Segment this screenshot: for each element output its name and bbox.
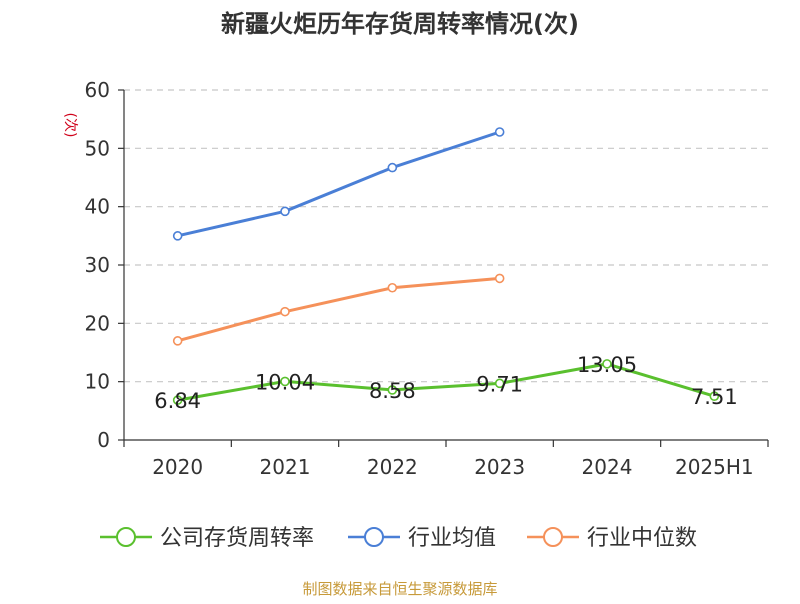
legend-item: 行业均值 xyxy=(348,526,496,551)
axes: 0 10 20 30 40 50 60 2020 2021 2022 2023 2024 2025H1 xyxy=(85,78,769,479)
legend-marker xyxy=(543,527,563,547)
legend-item: 公司存货周转率 xyxy=(100,526,314,551)
data-point xyxy=(494,378,505,389)
data-point xyxy=(280,206,290,217)
legend-label: 行业中位数 xyxy=(587,526,697,551)
data-point xyxy=(172,231,183,241)
y-tick-label: 40 xyxy=(85,195,110,219)
x-tick-label: 2025H1 xyxy=(675,455,754,479)
data-point xyxy=(494,127,505,137)
legend-item: 行业中位数 xyxy=(527,526,697,551)
legend-label: 公司存货周转率 xyxy=(160,526,314,551)
data-label: 8.58 xyxy=(369,379,416,403)
legend: 公司存货周转率 行业均值 行业中位数 xyxy=(100,526,697,551)
data-point xyxy=(387,385,398,395)
y-tick-label: 0 xyxy=(97,428,110,452)
legend-label: 行业均值 xyxy=(408,526,496,551)
data-point xyxy=(280,306,290,317)
data-point xyxy=(172,395,183,405)
data-point xyxy=(494,273,505,284)
y-axis-label: (次) xyxy=(62,113,78,138)
x-tick-label: 2021 xyxy=(260,455,311,479)
data-label: 9.71 xyxy=(476,372,523,396)
data-point xyxy=(602,359,612,369)
data-label: 13.05 xyxy=(577,353,637,377)
y-tick-label: 50 xyxy=(85,136,110,160)
source-note: 制图数据来自恒生聚源数据库 xyxy=(302,580,497,598)
data-point xyxy=(280,376,290,387)
series-line xyxy=(177,362,715,402)
legend-marker xyxy=(116,527,136,547)
data-label: 6.84 xyxy=(154,389,201,413)
x-tick-label: 2022 xyxy=(367,455,418,479)
y-tick-label: 30 xyxy=(85,253,110,277)
y-tick-label: 60 xyxy=(85,78,110,102)
legend-marker xyxy=(364,527,384,547)
data-point xyxy=(387,282,398,293)
chart-title: 新疆火炬历年存货周转率情况(次) xyxy=(221,10,579,38)
x-tick-label: 2023 xyxy=(474,455,525,479)
x-tick-label: 2020 xyxy=(152,455,203,479)
y-tick-label: 10 xyxy=(85,370,110,394)
series-line xyxy=(177,276,500,343)
x-tick-label: 2024 xyxy=(582,455,633,479)
grid-lines xyxy=(124,89,768,383)
data-label: 10.04 xyxy=(255,370,315,394)
data-point xyxy=(709,391,720,401)
data-point xyxy=(172,336,183,346)
y-tick-label: 20 xyxy=(85,311,110,335)
series-lines xyxy=(172,127,720,405)
series-line xyxy=(177,130,501,238)
data-labels: 6.84 10.04 8.58 9.71 13.05 7.51 xyxy=(154,353,737,413)
data-point xyxy=(387,162,398,173)
data-label: 7.51 xyxy=(691,385,738,409)
